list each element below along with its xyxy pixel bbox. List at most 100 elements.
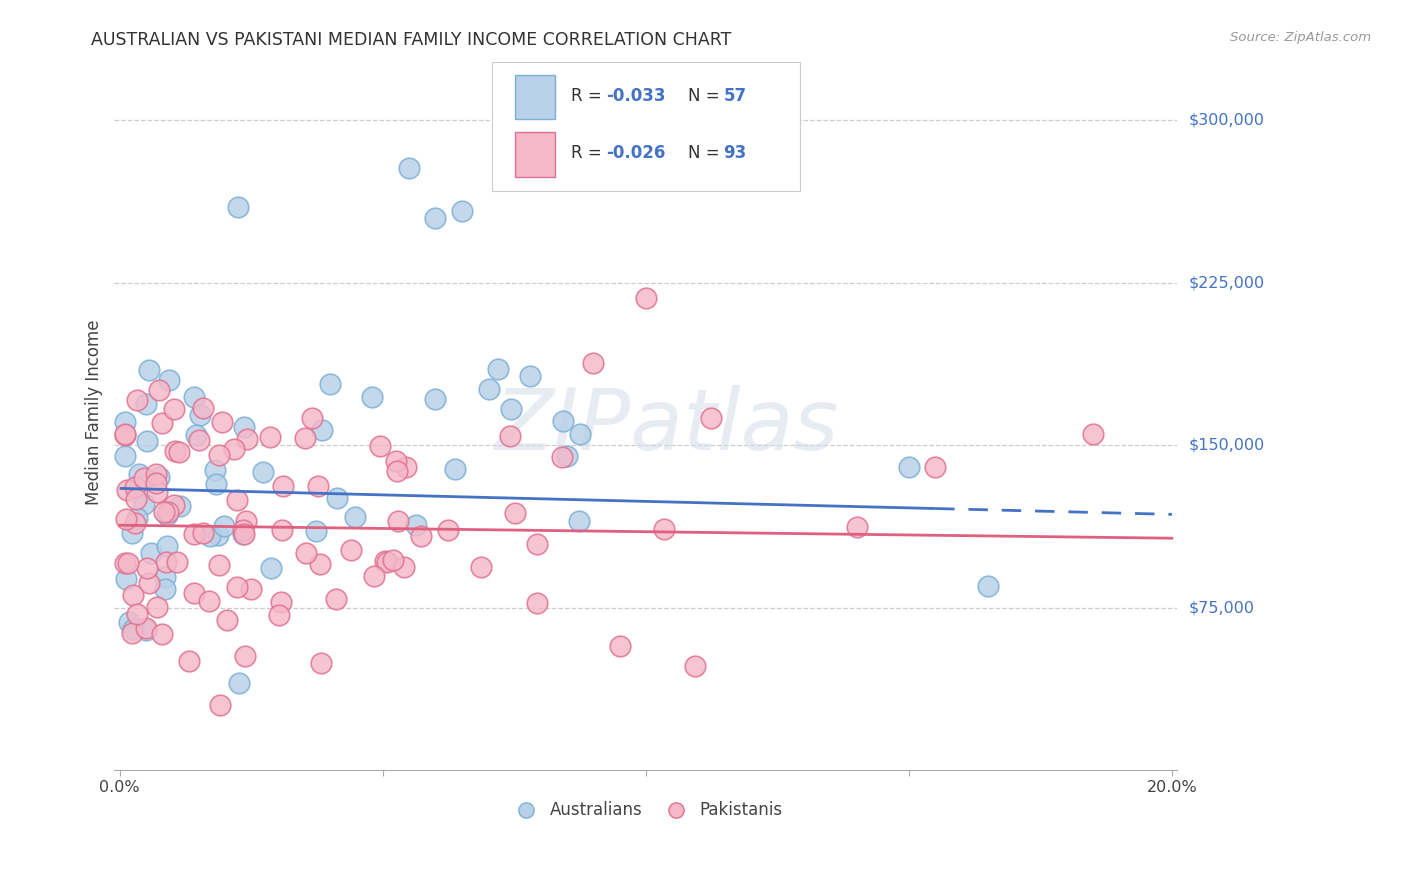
Point: [478, 382, 501, 396]
Point: [387, 514, 409, 528]
Point: [685, 659, 707, 673]
Point: [409, 529, 432, 543]
Point: [124, 480, 146, 494]
Point: [198, 529, 221, 543]
FancyBboxPatch shape: [492, 62, 800, 191]
Point: [188, 433, 211, 447]
Point: [114, 449, 136, 463]
Point: [308, 558, 330, 572]
Point: [127, 607, 149, 622]
Point: [395, 460, 418, 475]
Point: [135, 621, 157, 635]
Point: [294, 431, 316, 445]
Text: 93: 93: [723, 144, 747, 162]
Point: [555, 449, 578, 463]
Point: [114, 556, 136, 570]
Point: [305, 524, 328, 538]
Point: [270, 523, 292, 537]
Point: [368, 440, 391, 454]
Point: [124, 516, 146, 530]
Point: [150, 417, 173, 431]
Point: [385, 464, 408, 478]
Point: [114, 427, 136, 442]
Point: [634, 291, 657, 305]
Point: [405, 517, 427, 532]
Point: [211, 415, 233, 429]
Point: [845, 520, 868, 534]
Point: [976, 579, 998, 593]
Point: [235, 648, 257, 663]
Point: [340, 542, 363, 557]
Point: [236, 432, 259, 446]
Text: ZIPatlas: ZIPatlas: [495, 385, 839, 468]
Point: [138, 576, 160, 591]
Point: [924, 459, 946, 474]
Point: [145, 475, 167, 490]
Point: [128, 467, 150, 481]
Point: [125, 491, 148, 506]
Point: [193, 401, 215, 415]
Point: [436, 523, 458, 537]
Point: [183, 527, 205, 541]
Point: [569, 426, 592, 441]
Point: [117, 556, 139, 570]
Point: [155, 555, 177, 569]
Point: [125, 393, 148, 408]
Point: [135, 397, 157, 411]
Point: [115, 572, 138, 586]
Point: [488, 362, 510, 376]
Point: [385, 454, 408, 468]
Point: [307, 478, 329, 492]
Point: [135, 434, 157, 448]
Point: [374, 554, 396, 568]
Point: [183, 390, 205, 404]
Point: [114, 415, 136, 429]
Point: [169, 499, 191, 513]
Point: [381, 553, 404, 567]
Point: [114, 426, 136, 441]
Point: [157, 373, 180, 387]
Point: [233, 420, 256, 434]
Point: [343, 510, 366, 524]
Point: [228, 676, 250, 690]
Point: [139, 546, 162, 560]
Point: [425, 392, 447, 406]
Text: N =: N =: [689, 144, 725, 162]
Text: $75,000: $75,000: [1188, 600, 1254, 615]
Point: [319, 377, 342, 392]
Point: [121, 526, 143, 541]
Point: [259, 430, 281, 444]
Point: [519, 368, 541, 383]
Point: [652, 522, 675, 536]
Point: [198, 594, 221, 608]
Point: [138, 362, 160, 376]
Text: -0.033: -0.033: [606, 87, 666, 104]
Point: [121, 588, 143, 602]
Point: [240, 582, 263, 596]
FancyBboxPatch shape: [515, 75, 555, 120]
Point: [136, 561, 159, 575]
Point: [503, 506, 526, 520]
Text: $150,000: $150,000: [1188, 438, 1264, 452]
Point: [191, 525, 214, 540]
Point: [470, 560, 492, 574]
Point: [148, 383, 170, 397]
Point: [167, 444, 190, 458]
Point: [153, 582, 176, 596]
Point: [499, 401, 522, 416]
Point: [166, 555, 188, 569]
Point: [163, 402, 186, 417]
Point: [115, 483, 138, 497]
Point: [295, 546, 318, 560]
Point: [498, 429, 520, 443]
Point: [232, 524, 254, 538]
Point: [163, 499, 186, 513]
Text: R =: R =: [571, 87, 607, 104]
Point: [212, 519, 235, 533]
Point: [152, 505, 174, 519]
Point: [309, 656, 332, 670]
Text: -0.026: -0.026: [606, 144, 666, 162]
Point: [184, 427, 207, 442]
Point: [156, 508, 179, 522]
Point: [150, 627, 173, 641]
